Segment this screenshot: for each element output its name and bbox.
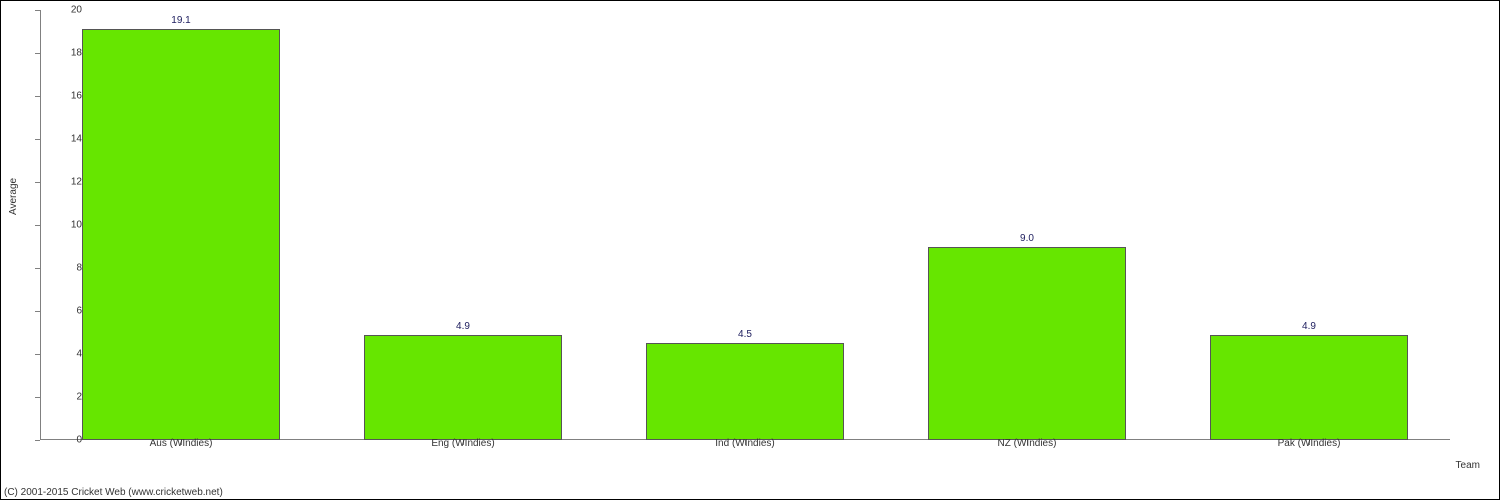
copyright-text: (C) 2001-2015 Cricket Web (www.cricketwe… — [4, 487, 223, 498]
chart-container — [40, 10, 1450, 440]
x-tick-label: Pak (WIndies) — [1278, 438, 1341, 449]
y-tick — [35, 182, 40, 183]
bar — [364, 335, 561, 440]
y-tick-label: 18 — [71, 48, 82, 59]
bar — [82, 29, 279, 440]
y-axis-line — [40, 10, 41, 440]
bar — [1210, 335, 1407, 440]
y-tick-label: 14 — [71, 134, 82, 145]
y-tick — [35, 96, 40, 97]
y-tick-label: 12 — [71, 177, 82, 188]
y-tick — [35, 397, 40, 398]
y-axis-title: Average — [8, 178, 19, 215]
x-tick-label: Eng (WIndies) — [431, 438, 494, 449]
bar-value-label: 4.5 — [738, 329, 752, 340]
x-axis-title: Team — [1456, 460, 1480, 471]
plot-area — [40, 10, 1450, 440]
y-tick — [35, 268, 40, 269]
y-tick — [35, 311, 40, 312]
bar-value-label: 19.1 — [171, 15, 190, 26]
x-tick-label: Ind (WIndies) — [715, 438, 774, 449]
y-tick — [35, 440, 40, 441]
bar-value-label: 4.9 — [1302, 321, 1316, 332]
x-tick-label: NZ (WIndies) — [998, 438, 1057, 449]
y-tick-label: 16 — [71, 91, 82, 102]
y-tick — [35, 53, 40, 54]
y-tick-label: 2 — [76, 392, 82, 403]
x-tick-label: Aus (WIndies) — [150, 438, 213, 449]
y-tick — [35, 10, 40, 11]
y-tick-label: 6 — [76, 306, 82, 317]
bar — [646, 343, 843, 440]
y-tick — [35, 225, 40, 226]
y-tick-label: 8 — [76, 263, 82, 274]
bar-value-label: 4.9 — [456, 321, 470, 332]
y-tick — [35, 139, 40, 140]
y-tick-label: 0 — [76, 435, 82, 446]
bar-value-label: 9.0 — [1020, 233, 1034, 244]
y-tick-label: 10 — [71, 220, 82, 231]
y-tick — [35, 354, 40, 355]
y-tick-label: 20 — [71, 5, 82, 16]
bar — [928, 247, 1125, 441]
y-tick-label: 4 — [76, 349, 82, 360]
